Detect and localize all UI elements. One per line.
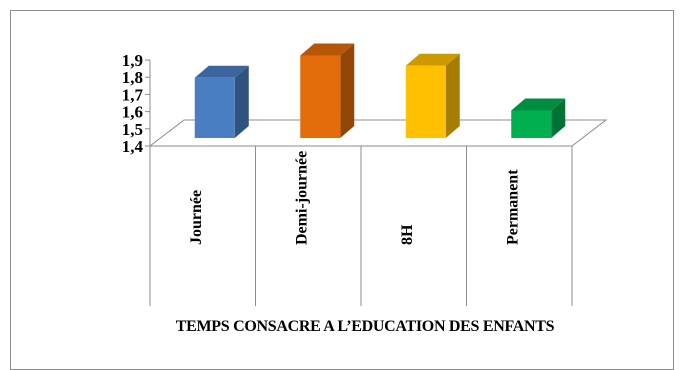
category-label: Journée: [188, 190, 205, 245]
bar-demi-journ-e: [300, 43, 355, 138]
bars: [194, 43, 566, 139]
floor-plane: [148, 119, 608, 147]
y-axis: 1,41,51,61,71,81,9: [122, 51, 151, 156]
chart-plot: 1,41,51,61,71,81,9 Journée Demi-journée 8H…: [122, 43, 608, 306]
chart-title: TEMPS CONSACRE A L’EDUCATION DES ENFANTS: [175, 318, 555, 335]
bar-top: [511, 98, 566, 111]
y-tick-label: 1,7: [122, 85, 144, 104]
x-axis-categories: Journée Demi-journée 8H Permanent: [149, 146, 573, 306]
y-tick-label: 1,8: [122, 68, 143, 87]
category-label: Demi-journée: [293, 151, 310, 245]
bar-top: [194, 65, 249, 78]
bar-top: [405, 53, 460, 66]
bar-side: [234, 65, 249, 138]
bar-front: [194, 77, 235, 138]
bar-side: [340, 43, 355, 138]
bar-side: [551, 98, 566, 138]
category-label: 8H: [399, 224, 416, 245]
y-tick-label: 1,6: [122, 103, 143, 122]
bar-top: [300, 43, 355, 56]
bar-front: [511, 110, 552, 138]
chart-floor: [148, 119, 608, 147]
bar-journ-e: [194, 65, 249, 138]
bar-front: [405, 65, 446, 138]
bar-front: [300, 55, 341, 138]
y-tick-label: 1,9: [122, 51, 143, 70]
y-tick-label: 1,4: [122, 137, 144, 156]
bar-8h: [405, 53, 460, 139]
y-tick-label: 1,5: [122, 120, 143, 139]
category-label: Permanent: [504, 169, 521, 245]
bar-permanent: [511, 98, 566, 138]
bar-side: [445, 53, 460, 139]
